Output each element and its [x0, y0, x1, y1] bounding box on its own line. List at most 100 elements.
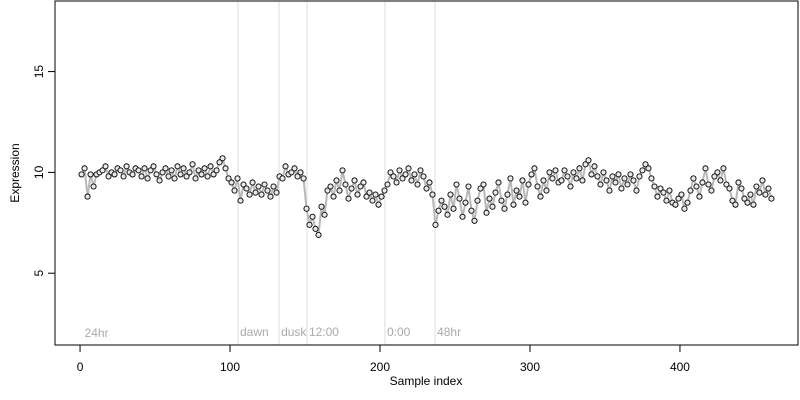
point — [87, 171, 94, 178]
x-tick-label: 100 — [220, 360, 240, 374]
point — [618, 185, 625, 192]
point — [471, 217, 478, 224]
point — [249, 179, 256, 186]
point — [660, 189, 667, 196]
point — [582, 161, 589, 168]
point — [171, 175, 178, 182]
point — [444, 211, 451, 218]
point — [732, 201, 739, 208]
point — [240, 181, 247, 188]
point — [735, 179, 742, 186]
point — [297, 169, 304, 176]
point — [657, 185, 664, 192]
point — [639, 167, 646, 174]
y-tick-label: 15 — [32, 65, 46, 79]
point — [81, 165, 88, 172]
point — [360, 179, 367, 186]
point — [330, 193, 337, 200]
point — [321, 211, 328, 218]
point — [525, 181, 532, 188]
point — [552, 167, 559, 174]
point — [141, 165, 148, 172]
point — [189, 161, 196, 168]
point — [369, 197, 376, 204]
point — [150, 163, 157, 170]
point — [654, 193, 661, 200]
point — [603, 177, 610, 184]
point — [477, 185, 484, 192]
marker-label: 48hr — [437, 325, 461, 339]
point — [573, 175, 580, 182]
x-tick-label: 0 — [77, 360, 84, 374]
point — [237, 197, 244, 204]
point — [264, 187, 271, 194]
point — [630, 177, 637, 184]
point — [567, 183, 574, 190]
point — [447, 191, 454, 198]
y-tick-label: 10 — [32, 165, 46, 179]
point — [273, 189, 280, 196]
point — [336, 187, 343, 194]
point — [381, 187, 388, 194]
point — [588, 171, 595, 178]
point — [357, 183, 364, 190]
point — [717, 177, 724, 184]
point — [123, 163, 130, 170]
point — [324, 187, 331, 194]
point — [351, 177, 358, 184]
point — [648, 175, 655, 182]
point — [699, 179, 706, 186]
point — [204, 173, 211, 180]
point — [420, 173, 427, 180]
point — [147, 167, 154, 174]
x-tick-label: 400 — [670, 360, 690, 374]
point — [747, 191, 754, 198]
point — [192, 175, 199, 182]
point — [546, 169, 553, 176]
marker-label: dawn — [240, 325, 269, 339]
point — [741, 195, 748, 202]
point — [120, 173, 127, 180]
point — [480, 181, 487, 188]
point — [201, 165, 208, 172]
x-tick-label: 300 — [520, 360, 540, 374]
point — [642, 161, 649, 168]
point — [666, 187, 673, 194]
point — [705, 181, 712, 188]
point — [411, 171, 418, 178]
point — [402, 171, 409, 178]
point — [456, 195, 463, 202]
point — [756, 189, 763, 196]
point — [624, 181, 631, 188]
point — [417, 167, 424, 174]
point — [519, 177, 526, 184]
point — [579, 177, 586, 184]
point — [378, 193, 385, 200]
point — [606, 187, 613, 194]
point — [234, 175, 241, 182]
point — [117, 167, 124, 174]
point — [729, 197, 736, 204]
point — [549, 175, 556, 182]
point — [438, 197, 445, 204]
x-tick-label: 200 — [370, 360, 390, 374]
point — [681, 205, 688, 212]
point — [261, 181, 268, 188]
point — [711, 173, 718, 180]
point — [531, 165, 538, 172]
point — [213, 167, 220, 174]
point — [342, 181, 349, 188]
point — [765, 185, 772, 192]
point — [300, 175, 307, 182]
point — [636, 173, 643, 180]
point — [432, 221, 439, 228]
point — [339, 167, 346, 174]
y-axis-title: Expression — [8, 143, 22, 202]
point — [78, 171, 85, 178]
point — [312, 225, 319, 232]
point — [543, 187, 550, 194]
point — [690, 175, 697, 182]
point — [591, 163, 598, 170]
point — [267, 193, 274, 200]
point — [441, 203, 448, 210]
